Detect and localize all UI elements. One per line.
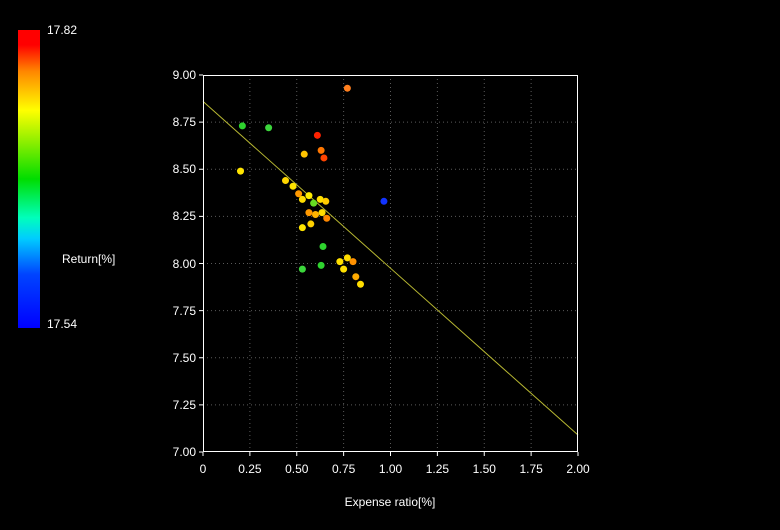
y-tick-label: 7.00 [172, 445, 196, 459]
x-tick-label: 1.00 [378, 462, 403, 476]
y-tick-label: 7.50 [172, 350, 196, 365]
x-tick-label: 0.25 [238, 462, 262, 476]
colorbar-max-label: 17.82 [47, 23, 78, 37]
colorbar-title: Return[%] [62, 252, 116, 266]
y-tick-label: 8.50 [172, 162, 196, 177]
y-tick-label: 8.75 [172, 115, 196, 130]
y-tick-label: 8.00 [172, 256, 196, 271]
x-tick-label: 1.50 [472, 462, 496, 476]
y-tick-label: 7.75 [172, 303, 196, 318]
x-axis-label: Expense ratio[%] [344, 495, 436, 509]
y-tick-label: 7.25 [172, 397, 196, 412]
colorbar-min-label: 17.54 [47, 317, 78, 331]
plot-svg [199, 74, 579, 456]
colorbar-gradient [18, 30, 40, 328]
y-tick-label: 8.25 [172, 209, 196, 224]
x-tick-label: 0 [199, 462, 207, 476]
x-tick-label: 1.75 [519, 462, 543, 476]
x-tick-label: 0.50 [285, 462, 309, 476]
x-tick-label: 2.00 [566, 462, 590, 476]
x-tick-label: 0.75 [331, 462, 356, 476]
x-tick-label: 1.25 [425, 462, 450, 476]
y-tick-label: 9.00 [172, 68, 196, 82]
